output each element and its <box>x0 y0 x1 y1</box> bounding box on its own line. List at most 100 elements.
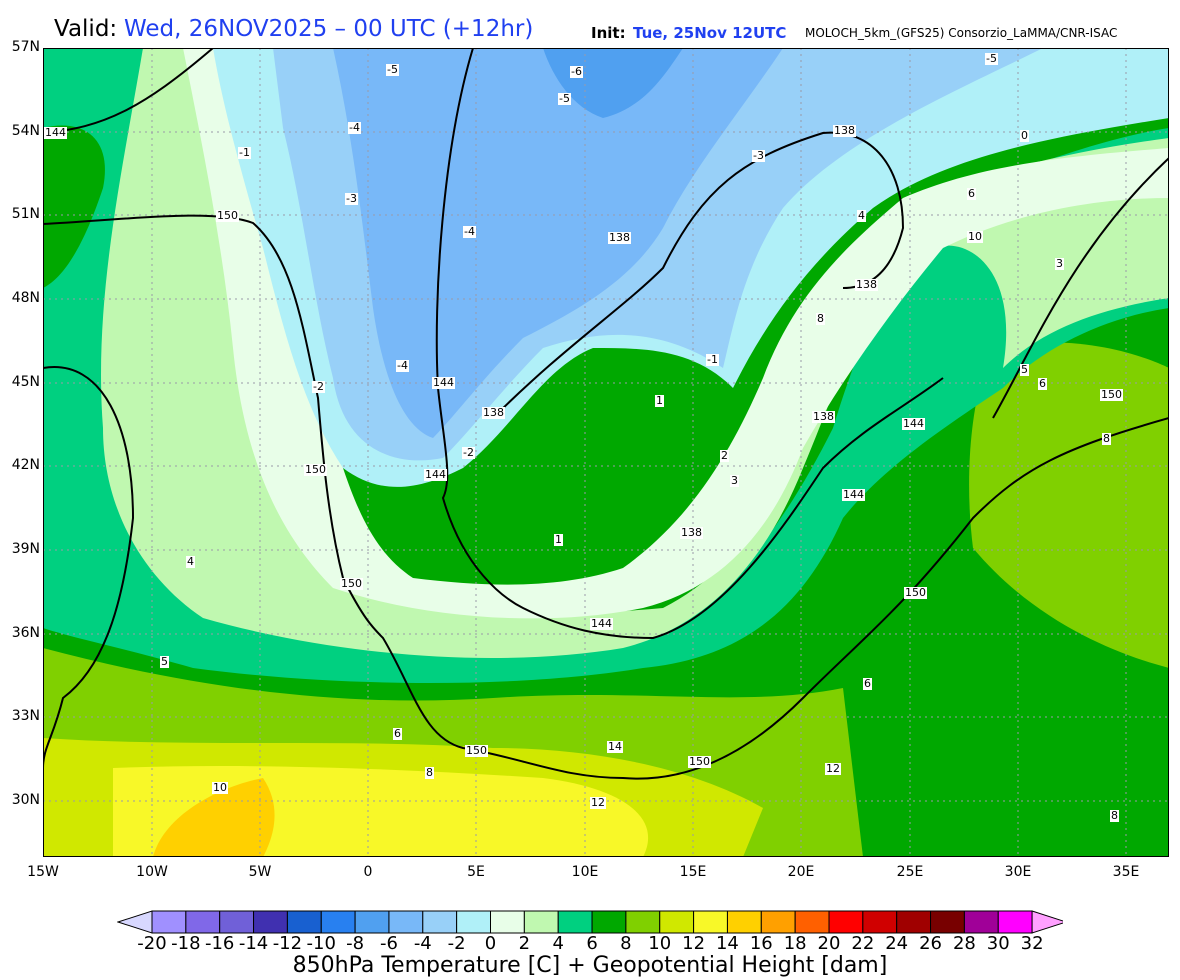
lon-label: 15E <box>679 864 707 880</box>
temp-label: 1 <box>554 533 563 546</box>
temp-label: 14 <box>607 740 623 753</box>
lon-label: 20E <box>787 864 815 880</box>
colorbar-tick-label: -14 <box>238 933 269 954</box>
lon-label: 5W <box>248 864 272 880</box>
lon-label: 0 <box>363 864 373 880</box>
colorbar-swatch <box>253 910 288 934</box>
valid-label: Valid: <box>54 16 118 42</box>
temp-label: -4 <box>463 225 476 238</box>
colorbar-tick-label: -16 <box>204 933 235 954</box>
colorbar-tick-label: -4 <box>413 933 432 954</box>
lon-label: 25E <box>896 864 924 880</box>
colorbar-swatch <box>523 910 559 934</box>
colorbar-under-triangle <box>117 910 153 934</box>
lat-label: 57N <box>11 39 40 55</box>
colorbar-over-triangle <box>1031 910 1063 934</box>
height-label: 150 <box>340 577 363 590</box>
colorbar-swatch <box>219 910 255 934</box>
colorbar-tick-label: 2 <box>518 933 531 954</box>
colorbar-tick-label: 30 <box>986 933 1010 954</box>
temp-label: 8 <box>816 312 825 325</box>
colorbar-tick-label: 26 <box>919 933 942 954</box>
temp-label: 6 <box>1038 377 1047 390</box>
lat-label: 36N <box>11 625 40 641</box>
height-label: 150 <box>904 586 927 599</box>
colorbar-tick-label: 0 <box>484 933 497 954</box>
height-label: 138 <box>833 124 856 137</box>
temp-label: -2 <box>312 380 325 393</box>
temp-label: -4 <box>396 359 409 372</box>
temperature-map <box>43 48 1169 857</box>
colorbar-swatch <box>354 910 390 934</box>
colorbar-tick-label: 32 <box>1020 933 1044 954</box>
temp-label: 0 <box>1020 129 1029 142</box>
colorbar-tick-label: -6 <box>379 933 398 954</box>
temp-label: -3 <box>752 149 765 162</box>
colorbar-tick-label: 8 <box>620 933 632 954</box>
colorbar-swatch <box>422 910 458 934</box>
colorbar-swatch <box>896 910 932 934</box>
colorbar-tick-label: 18 <box>783 933 807 954</box>
height-label: 138 <box>482 406 505 419</box>
temp-label: 4 <box>857 209 866 222</box>
temp-label: 10 <box>212 781 228 794</box>
temp-label: 2 <box>720 449 729 462</box>
fill-atlantic-4-6 <box>43 48 1169 683</box>
height-label: 150 <box>1100 388 1123 401</box>
lon-label: 5E <box>467 864 485 880</box>
lat-label: 30N <box>11 792 40 808</box>
colorbar-tick-label: 12 <box>682 933 706 954</box>
temp-label: 8 <box>425 766 434 779</box>
colorbar-swatch <box>320 910 356 934</box>
temp-label: -5 <box>386 63 399 76</box>
temp-label: 5 <box>160 655 169 668</box>
fill-minus8-minus6 <box>543 48 683 118</box>
lat-label: 39N <box>11 541 40 557</box>
colorbar-tick-label: 14 <box>715 933 739 954</box>
temp-label: 6 <box>967 187 976 200</box>
fill-sw-14-16 <box>153 778 275 857</box>
geopotential-contours <box>43 48 1169 780</box>
height-label: 150 <box>465 744 488 757</box>
temp-label: 1 <box>655 394 664 407</box>
height-label: 144 <box>424 468 447 481</box>
lon-label: 30E <box>1004 864 1032 880</box>
temp-label: -1 <box>238 146 251 159</box>
lon-label: 10W <box>136 864 168 880</box>
colorbar-swatch <box>828 910 864 934</box>
temp-label: 3 <box>730 474 739 487</box>
contour-atlantic <box>43 366 135 769</box>
temp-label: 3 <box>1055 257 1064 270</box>
temp-label: -1 <box>706 353 719 366</box>
temp-label: -5 <box>985 52 998 65</box>
height-label: 144 <box>842 488 865 501</box>
contour-150-west <box>43 214 1169 780</box>
init-time: Tue, 25Nov 12UTC <box>633 24 787 42</box>
height-label: 138 <box>812 410 835 423</box>
colorbar-tick-label: 10 <box>648 933 672 954</box>
colorbar-tick-label: 4 <box>552 933 564 954</box>
contour-144 <box>435 48 944 640</box>
colorbar-tick-label: -12 <box>272 933 303 954</box>
height-label: 150 <box>304 463 327 476</box>
model-credit: MOLOCH_5km_(GFS25) Consorzio_LaMMA/CNR-I… <box>805 26 1118 40</box>
height-label: 138 <box>608 231 631 244</box>
colorbar-swatch <box>930 910 965 934</box>
temp-label: 4 <box>186 555 195 568</box>
height-label: 150 <box>216 209 239 222</box>
height-label: 144 <box>902 417 925 430</box>
height-label: 138 <box>855 278 878 291</box>
colorbar-swatch <box>726 910 762 934</box>
fill-minus6-minus4 <box>333 48 783 438</box>
temp-label: 12 <box>825 762 841 775</box>
colorbar-swatch <box>794 910 830 934</box>
colorbar-tick-label: 24 <box>885 933 909 954</box>
lat-label: 42N <box>11 457 40 473</box>
colorbar-tick-label: -18 <box>171 933 201 954</box>
height-label: 144 <box>44 126 67 139</box>
colorbar-swatch <box>388 910 424 934</box>
fill-atlantic-north-green <box>43 125 105 288</box>
colorbar-title: 850hPa Temperature [C] + Geopotential He… <box>292 953 888 978</box>
height-label: 144 <box>432 376 455 389</box>
contour-138 <box>492 131 905 419</box>
